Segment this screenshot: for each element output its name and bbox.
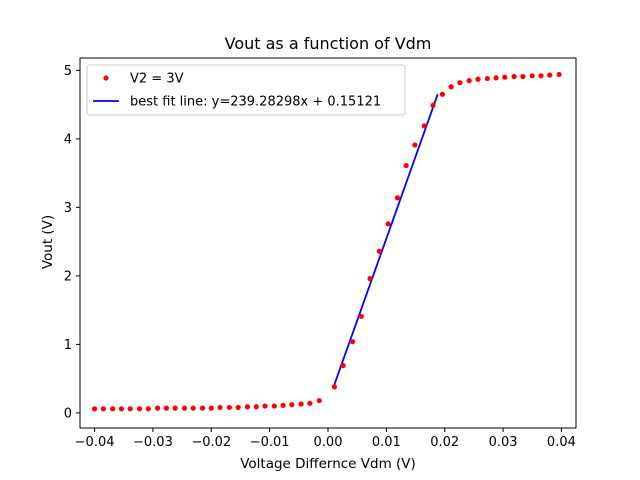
data-point: [145, 406, 151, 412]
data-point: [457, 80, 463, 86]
y-tick-label: 1: [64, 338, 72, 353]
legend-label: best fit line: y=239.28298x + 0.15121: [130, 95, 381, 110]
x-tick-label: −0.01: [250, 435, 290, 450]
data-point: [439, 91, 445, 97]
data-point: [475, 76, 481, 82]
data-point: [217, 404, 223, 411]
data-point: [199, 405, 206, 411]
data-point: [172, 405, 178, 411]
data-point: [316, 397, 322, 404]
data-point: [91, 406, 98, 412]
data-point: [376, 248, 382, 254]
data-point: [466, 78, 472, 84]
data-point: [538, 73, 544, 79]
legend-box: [86, 64, 406, 116]
data-point: [127, 406, 133, 412]
x-tick-label: 0.03: [489, 435, 518, 450]
data-point: [511, 73, 517, 80]
data-point: [271, 403, 277, 409]
legend-marker: [103, 75, 109, 81]
data-point: [520, 73, 526, 80]
x-tick-label: 0.00: [314, 435, 343, 450]
x-tick-label: 0.02: [430, 435, 459, 450]
y-tick-label: 0: [64, 406, 72, 421]
data-point: [448, 84, 454, 90]
data-point: [253, 404, 259, 410]
data-point: [118, 406, 125, 412]
data-point: [235, 404, 241, 411]
data-point: [163, 405, 169, 411]
data-point: [367, 276, 373, 282]
data-point: [110, 406, 116, 412]
x-tick-label: 0.04: [547, 435, 576, 450]
x-axis-label: Voltage Differnce Vdm (V): [240, 456, 416, 472]
data-point: [412, 142, 418, 148]
y-axis-label: Vout (V): [40, 215, 56, 269]
data-point: [262, 403, 268, 409]
x-tick-label: −0.02: [191, 435, 231, 450]
y-tick-label: 4: [64, 132, 72, 147]
data-point: [529, 73, 535, 79]
data-point: [155, 405, 161, 411]
data-point: [430, 102, 436, 108]
data-point: [181, 405, 188, 411]
data-point: [190, 405, 196, 411]
data-point: [289, 402, 295, 408]
legend-label: V2 = 3V: [130, 72, 184, 87]
data-point: [556, 71, 562, 78]
data-point: [349, 339, 356, 345]
series-line-fit: [333, 94, 439, 385]
y-tick-label: 3: [64, 201, 72, 216]
data-point: [136, 406, 143, 412]
data-point: [307, 400, 313, 406]
plot-area: −0.04 −0.03 −0.02 −0.01 0.00 0.01 0.02 0.03 0.04…: [64, 57, 577, 450]
data-point: [358, 313, 364, 319]
data-point: [331, 384, 338, 390]
data-point: [280, 402, 286, 408]
data-point: [100, 406, 106, 412]
chart-title: Vout as a function of Vdm: [225, 34, 432, 53]
data-point: [547, 72, 553, 78]
data-point: [226, 404, 232, 411]
data-point: [298, 401, 304, 407]
data-point: [493, 75, 499, 81]
data-point: [208, 405, 214, 411]
data-point: [403, 162, 409, 169]
x-tick-label: 0.01: [372, 435, 401, 450]
data-point: [394, 195, 401, 201]
data-point: [502, 74, 508, 80]
data-point: [244, 404, 251, 410]
y-tick-label: 2: [64, 269, 72, 284]
data-point: [421, 123, 427, 129]
data-point: [385, 221, 391, 227]
data-point: [340, 363, 346, 369]
data-point: [484, 75, 490, 82]
x-tick-label: −0.03: [133, 435, 173, 450]
y-tick-label: 5: [64, 64, 72, 79]
x-tick-label: −0.04: [75, 435, 115, 450]
